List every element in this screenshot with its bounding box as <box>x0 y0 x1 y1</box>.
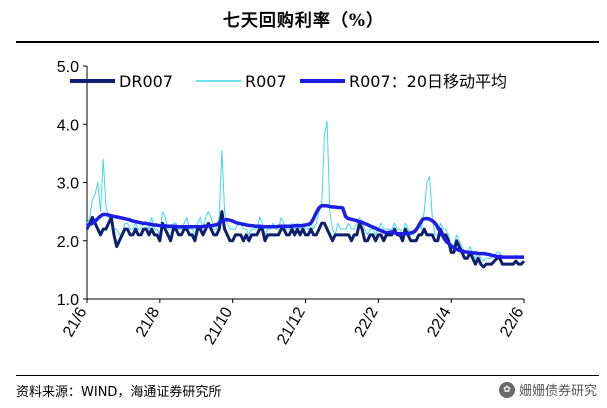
y-tick-label: 2.0 <box>57 234 79 251</box>
legend-label: R007 <box>245 72 287 91</box>
y-tick-label: 3.0 <box>57 176 79 193</box>
series-line-r00720 <box>86 204 524 259</box>
wechat-icon: ✿ <box>498 381 515 398</box>
chart-title: 七天回购利率（%） <box>222 11 385 31</box>
y-tick-label: 5.0 <box>57 59 79 76</box>
legend-label: R007：20日移动平均 <box>349 72 507 91</box>
x-tick-label: 21/8 <box>133 304 163 340</box>
y-tick-label: 1.0 <box>57 292 79 309</box>
y-tick-label: 4.0 <box>57 117 79 134</box>
watermark: ✿ 姗姗债券研究 <box>498 380 597 399</box>
x-tick-label: 21/10 <box>201 304 236 347</box>
source-note: 资料来源：WIND，海通证券研究所 <box>16 385 222 400</box>
x-tick-label: 22/2 <box>352 304 382 340</box>
x-tick-label: 22/4 <box>424 304 454 340</box>
series-line-r007 <box>86 120 525 262</box>
series-line-dr007 <box>85 210 526 269</box>
x-tick-label: 22/6 <box>497 304 527 340</box>
x-tick-label: 21/12 <box>274 304 309 347</box>
legend-label: DR007 <box>119 72 173 91</box>
title-rule <box>16 41 599 43</box>
x-tick-label: 21/6 <box>60 304 90 340</box>
footer-rule <box>16 375 599 376</box>
watermark-text: 姗姗债券研究 <box>518 384 597 399</box>
